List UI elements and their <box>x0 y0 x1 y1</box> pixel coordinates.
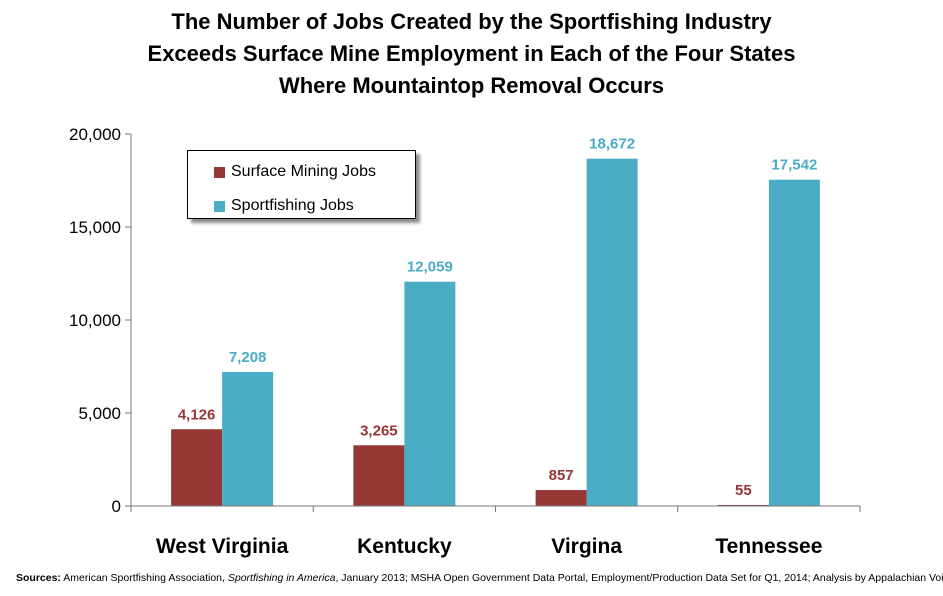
bar-mining <box>535 490 587 506</box>
bar-sportfishing <box>768 179 820 506</box>
legend-swatch-mining <box>214 166 225 178</box>
legend-swatch-sportfishing <box>214 200 225 212</box>
legend-label-mining: Surface Mining Jobs <box>231 163 376 180</box>
sources-publication: Sportfishing in America <box>227 572 336 584</box>
x-category-label: West Virginia <box>156 535 289 558</box>
chart-title: The Number of Jobs Created by the Sportf… <box>0 6 943 102</box>
legend-item-sportfishing: Sportfishing Jobs <box>214 197 354 215</box>
bar-mining <box>353 445 405 506</box>
y-tick-label: 5,000 <box>78 404 121 423</box>
y-tick-label: 15,000 <box>69 218 121 237</box>
data-label-mining: 4,126 <box>178 406 216 423</box>
sources-text-1: American Sportfishing Association, <box>60 572 228 584</box>
sources-label: Sources: <box>16 572 61 584</box>
bar-sportfishing <box>222 371 274 506</box>
title-line-2: Exceeds Surface Mine Employment in Each … <box>147 41 796 66</box>
data-label-mining: 857 <box>549 467 574 484</box>
bar-mining <box>171 429 223 506</box>
legend: Surface Mining Jobs Sportfishing Jobs <box>187 150 416 219</box>
data-label-sportfishing: 7,208 <box>229 349 267 366</box>
data-label-sportfishing: 18,672 <box>589 136 635 153</box>
x-category-label: Tennessee <box>715 535 822 558</box>
legend-item-mining: Surface Mining Jobs <box>214 163 376 181</box>
sources-text-2: , January 2013; MSHA Open Government Dat… <box>335 572 943 584</box>
sources-footer: Sources: American Sportfishing Associati… <box>16 572 943 584</box>
title-line-1: The Number of Jobs Created by the Sportf… <box>171 9 772 34</box>
legend-label-sportfishing: Sportfishing Jobs <box>231 197 354 214</box>
x-category-label: Kentucky <box>357 535 452 558</box>
data-label-sportfishing: 17,542 <box>771 157 817 174</box>
title-line-3: Where Mountaintop Removal Occurs <box>278 73 665 98</box>
data-label-mining: 3,265 <box>360 422 398 439</box>
x-category-label: Virgina <box>551 535 622 558</box>
y-tick-label: 10,000 <box>69 311 121 330</box>
bar-mining <box>717 504 769 506</box>
bar-sportfishing <box>404 281 456 506</box>
y-tick-label: 0 <box>112 497 121 516</box>
data-label-mining: 55 <box>735 482 752 499</box>
bar-sportfishing <box>586 158 638 506</box>
y-tick-label: 20,000 <box>69 125 121 144</box>
data-label-sportfishing: 12,059 <box>407 259 453 276</box>
